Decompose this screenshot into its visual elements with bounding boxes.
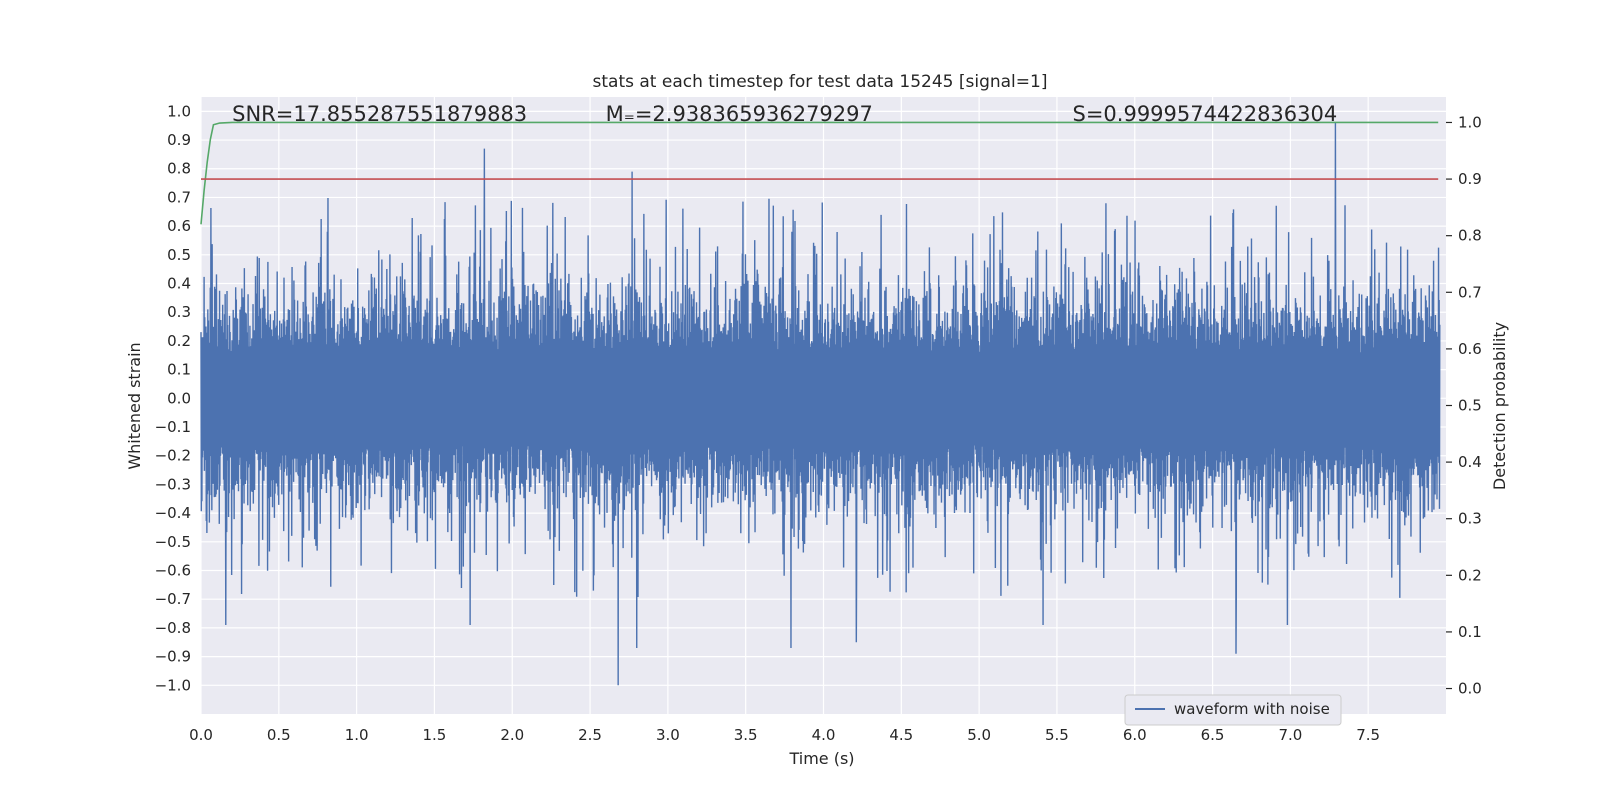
y-tick-label: −0.9 — [155, 648, 191, 666]
x-tick-label: 5.5 — [1045, 726, 1069, 744]
y2-tick-label: 0.0 — [1458, 680, 1482, 698]
y-axis-ticks: 1.0 0.9 0.8 0.7 0.6 0.5 0.4 0.3 0.2 0.1 0.0 −0.1 −0.… — [155, 102, 191, 694]
x-tick-label: 5.0 — [967, 726, 991, 744]
annotation-text: S=0.9999574422836304 — [1073, 102, 1338, 126]
y-tick-label: −1.0 — [155, 676, 191, 694]
x-tick-label: 2.5 — [578, 726, 602, 744]
annotations: SNR=17.855287551879883 M₌=2.9383659362792… — [232, 102, 1337, 126]
waveform-line — [200, 122, 1441, 686]
x-tick-label: 3.0 — [656, 726, 680, 744]
y-axis-label: Whitened strain — [125, 342, 144, 469]
y2-axis-ticks: 1.0 0.9 0.8 0.7 0.6 0.5 0.4 0.3 0.2 0.1 0.0 — [1446, 113, 1482, 698]
x-tick-label: 1.0 — [345, 726, 369, 744]
y2-tick-label: 0.4 — [1458, 453, 1482, 471]
y2-tick-label: 0.1 — [1458, 623, 1482, 641]
y2-tick-label: 0.6 — [1458, 340, 1482, 358]
y-tick-label: 0.1 — [167, 361, 191, 379]
y2-axis-label: Detection probability — [1490, 322, 1509, 490]
y-tick-label: −0.6 — [155, 562, 191, 580]
y2-tick-label: 0.8 — [1458, 227, 1482, 245]
y-tick-label: 1.0 — [167, 102, 191, 120]
x-tick-label: 3.5 — [734, 726, 758, 744]
x-axis-label: Time (s) — [788, 749, 854, 768]
y-tick-label: 0.0 — [167, 389, 191, 407]
y-tick-label: −0.5 — [155, 533, 191, 551]
y2-tick-label: 0.3 — [1458, 510, 1482, 528]
y2-tick-label: 0.2 — [1458, 566, 1482, 584]
y2-tick-label: 0.9 — [1458, 170, 1482, 188]
y-tick-label: −0.7 — [155, 590, 191, 608]
y-tick-label: 0.7 — [167, 188, 191, 206]
x-tick-label: 0.0 — [189, 726, 213, 744]
x-tick-label: 4.0 — [812, 726, 836, 744]
annotation-text: SNR=17.855287551879883 — [232, 102, 527, 126]
y-tick-label: 0.4 — [167, 275, 191, 293]
x-tick-label: 6.0 — [1123, 726, 1147, 744]
legend: waveform with noise — [1124, 694, 1342, 726]
y-tick-label: −0.8 — [155, 619, 191, 637]
x-tick-label: 2.0 — [500, 726, 524, 744]
detection-probability-line — [200, 121, 1439, 225]
y-tick-label: 0.6 — [167, 217, 191, 235]
y-tick-label: 0.2 — [167, 332, 191, 350]
y-tick-label: 0.8 — [167, 160, 191, 178]
annotation-text: M₌=2.938365936279297 — [606, 102, 873, 126]
x-tick-label: 7.5 — [1356, 726, 1380, 744]
y-tick-label: −0.4 — [155, 504, 191, 522]
x-tick-label: 0.5 — [267, 726, 291, 744]
y2-tick-label: 0.5 — [1458, 397, 1482, 415]
y2-tick-label: 0.7 — [1458, 283, 1482, 301]
x-tick-label: 7.0 — [1278, 726, 1302, 744]
probability-series — [200, 121, 1439, 225]
chart-title: stats at each timestep for test data 152… — [593, 72, 1048, 92]
y-tick-label: 0.5 — [167, 246, 191, 264]
x-tick-label: 6.5 — [1201, 726, 1225, 744]
y-tick-label: −0.2 — [155, 447, 191, 465]
x-tick-label: 4.5 — [889, 726, 913, 744]
y-tick-label: 0.3 — [167, 303, 191, 321]
y-tick-label: 0.9 — [167, 131, 191, 149]
y-tick-label: −0.1 — [155, 418, 191, 436]
legend-label: waveform with noise — [1174, 700, 1330, 718]
y-tick-label: −0.3 — [155, 475, 191, 493]
legend-box — [1124, 694, 1342, 726]
x-axis-ticks: 0.0 0.5 1.0 1.5 2.0 2.5 3.0 3.5 4.0 4.5 5.0 5.5 6.0 6… — [189, 726, 1380, 744]
waveform-series — [200, 122, 1441, 686]
y2-tick-label: 1.0 — [1458, 113, 1482, 131]
x-tick-label: 1.5 — [423, 726, 447, 744]
